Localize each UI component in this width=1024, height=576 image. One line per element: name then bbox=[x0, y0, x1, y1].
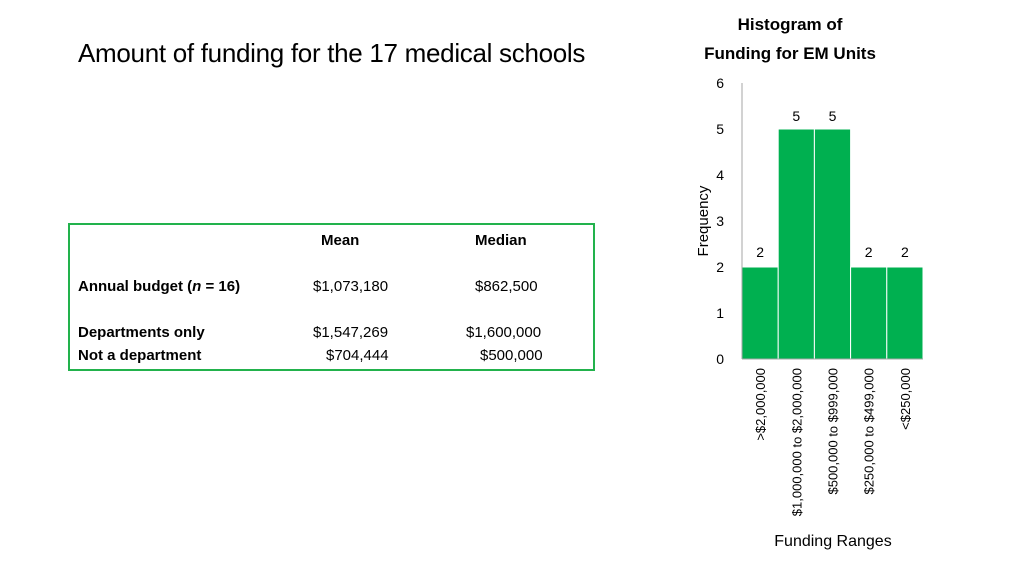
annual-budget-mean: $1,073,180 bbox=[313, 278, 389, 295]
not-a-department-label: Not a department bbox=[78, 347, 202, 364]
annual-budget-label: Annual budget (n = 16) bbox=[78, 278, 241, 295]
x-tick-label: <$250,000 bbox=[898, 368, 913, 430]
histogram-bar bbox=[741, 266, 779, 360]
data-label: 5 bbox=[829, 108, 837, 124]
departments-only-median: $1,600,000 bbox=[466, 324, 542, 341]
y-tick-label: 0 bbox=[716, 351, 724, 367]
not-a-department-mean: $704,444 bbox=[326, 347, 389, 364]
departments-only-mean: $1,547,269 bbox=[313, 324, 389, 341]
mean-header: Mean bbox=[321, 232, 360, 249]
median-header: Median bbox=[475, 232, 527, 249]
x-tick-label: $250,000 to $499,000 bbox=[862, 368, 877, 495]
chart-title: Histogram of Funding for EM Units bbox=[704, 15, 876, 63]
histogram-bar bbox=[850, 266, 888, 360]
x-tick-label: >$2,000,000 bbox=[753, 368, 768, 441]
not-a-department-median: $500,000 bbox=[480, 347, 543, 364]
x-tick-label: $1,000,000 to $2,000,000 bbox=[789, 368, 804, 516]
histogram-bar bbox=[813, 128, 852, 360]
departments-only-label: Departments only bbox=[78, 324, 205, 341]
histogram-bar bbox=[777, 128, 815, 360]
y-tick-label: 6 bbox=[716, 75, 724, 91]
page-title: Amount of funding for the 17 medical sch… bbox=[78, 38, 586, 68]
annual-budget-median: $862,500 bbox=[475, 278, 538, 295]
histogram-bar bbox=[886, 266, 924, 360]
y-tick-label: 2 bbox=[716, 259, 724, 275]
y-tick-label: 5 bbox=[716, 121, 724, 137]
y-axis-label: Frequency bbox=[695, 185, 712, 256]
data-label: 2 bbox=[756, 244, 764, 260]
y-tick-label: 4 bbox=[716, 167, 724, 183]
stats-table: Mean Median Annual budget (n = 16) $1,07… bbox=[68, 223, 595, 371]
data-label: 5 bbox=[792, 108, 800, 124]
x-tick-label: $500,000 to $999,000 bbox=[826, 368, 841, 495]
data-label: 2 bbox=[901, 244, 909, 260]
data-label: 2 bbox=[865, 244, 873, 260]
x-axis-label: Funding Ranges bbox=[774, 533, 891, 550]
y-tick-label: 3 bbox=[716, 213, 724, 229]
y-tick-label: 1 bbox=[716, 305, 724, 321]
